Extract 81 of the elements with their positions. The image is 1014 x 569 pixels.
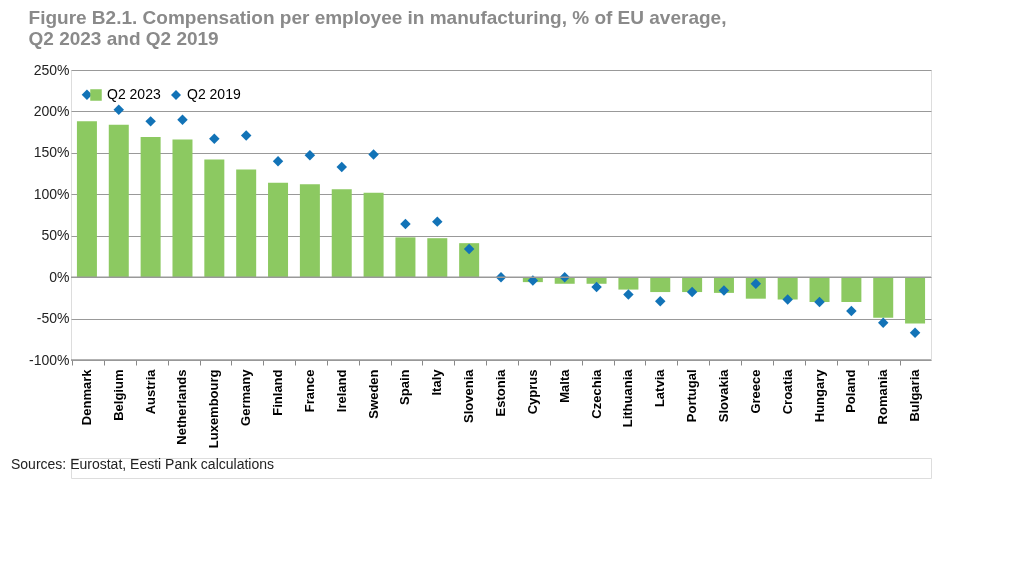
bar xyxy=(650,277,671,293)
x-tick-label: Cyprus xyxy=(524,369,540,415)
source-note: Sources: Eurostat, Eesti Pank calculations xyxy=(11,456,275,472)
x-tick-label: Portugal xyxy=(684,369,700,423)
text: Q2 2023 and Q2 2019 xyxy=(28,28,219,49)
x-tick-label: Slovenia xyxy=(461,368,477,423)
point xyxy=(909,327,921,338)
y-tick-label: -100% xyxy=(29,351,70,368)
point xyxy=(432,216,443,227)
x-tick-label: Germany xyxy=(238,368,254,426)
bar xyxy=(363,192,384,278)
x-tick-label: Sweden xyxy=(365,369,381,419)
point xyxy=(272,155,284,167)
bar xyxy=(331,189,352,278)
x-tick-label: Estonia xyxy=(493,368,508,417)
point xyxy=(368,149,379,160)
bar xyxy=(76,121,97,278)
point xyxy=(177,114,188,125)
x-tick-label: Slovakia xyxy=(715,368,731,423)
x-tick-label: Denmark xyxy=(78,368,94,426)
x-tick-label: Bulgaria xyxy=(907,368,923,422)
bar xyxy=(236,169,257,278)
x-tick-label: Netherlands xyxy=(174,369,190,445)
point xyxy=(336,161,347,173)
bar xyxy=(268,182,289,278)
point xyxy=(463,243,475,255)
point xyxy=(591,281,602,293)
x-tick-label: Ireland xyxy=(333,369,349,413)
point xyxy=(846,305,857,317)
x-tick-label: Greece xyxy=(747,369,763,414)
bar xyxy=(809,277,830,302)
point xyxy=(209,133,220,145)
y-tick-label: 150% xyxy=(33,144,70,161)
point xyxy=(623,289,634,300)
legend-label: Q2 2019 xyxy=(187,86,241,102)
x-tick-label: Luxembourg xyxy=(206,369,222,449)
y-tick-label: 200% xyxy=(33,102,70,119)
x-tick-label: Italy xyxy=(429,368,445,396)
point xyxy=(304,150,316,161)
bar xyxy=(459,243,480,278)
point xyxy=(782,294,793,305)
x-tick-label: Austria xyxy=(142,368,158,415)
bar xyxy=(395,237,416,278)
bar xyxy=(873,277,894,318)
bar xyxy=(618,277,639,290)
y-tick-label: 50% xyxy=(41,227,70,244)
x-tick-label: Finland xyxy=(270,369,286,416)
y-tick-label: 100% xyxy=(33,185,70,202)
x-tick-label: Croatia xyxy=(779,368,795,415)
y-tick-label: -50% xyxy=(36,310,70,327)
x-tick-label: Czechia xyxy=(588,368,604,419)
point xyxy=(655,295,666,307)
bar xyxy=(841,277,862,302)
bar xyxy=(299,184,320,278)
bar xyxy=(172,139,193,278)
bar xyxy=(204,159,225,278)
point xyxy=(240,130,252,141)
point xyxy=(814,296,825,308)
bar xyxy=(777,277,798,300)
y-tick-label: 250% xyxy=(33,61,70,78)
x-tick-label: Spain xyxy=(397,369,413,405)
bar xyxy=(140,137,161,278)
x-tick-label: France xyxy=(301,369,317,413)
y-tick-label: 0% xyxy=(49,268,70,285)
point xyxy=(400,218,411,230)
x-tick-label: Belgium xyxy=(110,369,126,421)
x-tick-label: Lithuania xyxy=(620,368,636,428)
point xyxy=(877,317,889,328)
bar xyxy=(905,277,926,324)
legend-label: Q2 2023 xyxy=(107,86,161,102)
point xyxy=(145,116,156,127)
x-tick-label: Romania xyxy=(875,368,891,425)
x-tick-label: Poland xyxy=(843,369,859,413)
text: Figure B2.1. Compensation per employee in manufacturing, % of EU average, xyxy=(28,7,727,28)
point xyxy=(686,286,698,298)
point xyxy=(113,104,125,116)
bar xyxy=(108,124,129,278)
x-tick-label: Latvia xyxy=(652,368,668,408)
bar xyxy=(427,238,448,278)
x-tick-label: Hungary xyxy=(811,368,827,423)
x-tick-label: Malta xyxy=(556,368,572,403)
